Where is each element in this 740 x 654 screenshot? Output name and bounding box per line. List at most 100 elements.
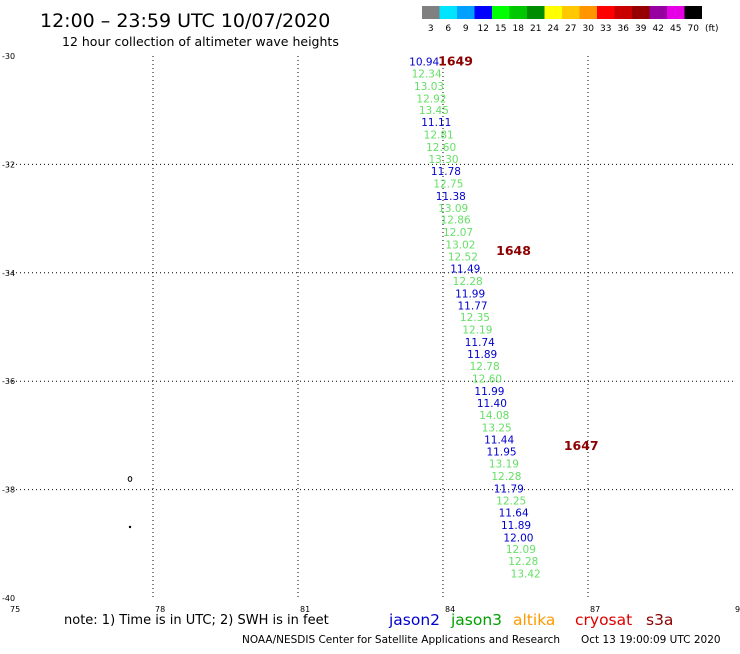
- swh-value: 13.45: [419, 105, 449, 117]
- swh-value: 12.00: [503, 532, 533, 544]
- swh-value: 11.40: [477, 398, 507, 410]
- swh-value: 12.60: [472, 373, 502, 385]
- x-tick-label: 90: [735, 605, 740, 614]
- scale-swatch: [439, 6, 457, 19]
- scale-swatch: [684, 6, 702, 19]
- scale-swatch: [614, 6, 632, 19]
- swh-value: 12.75: [433, 178, 463, 190]
- scale-swatch: [527, 6, 545, 19]
- swh-value: 13.30: [429, 154, 459, 166]
- swh-value: 13.42: [511, 569, 541, 581]
- chart-title: 12:00 – 23:59 UTC 10/07/2020: [40, 10, 330, 32]
- footer-credit: NOAA/NESDIS Center for Satellite Applica…: [242, 634, 560, 646]
- scale-label: 27: [565, 24, 576, 34]
- footer-note: note: 1) Time is in UTC; 2) SWH is in fe…: [64, 613, 329, 628]
- swh-value: 12.35: [460, 312, 490, 324]
- swh-value: 13.25: [482, 422, 512, 434]
- swh-value: 11.99: [455, 288, 485, 300]
- footer-timestamp: Oct 13 19:00:09 UTC 2020: [581, 634, 721, 646]
- scale-label: 6: [445, 24, 451, 34]
- scale-swatch: [632, 6, 650, 19]
- swh-value: 12.34: [412, 68, 442, 80]
- scale-label: 70: [688, 24, 700, 34]
- satellite-name: jason3: [450, 611, 502, 629]
- coastline-fragment: [128, 525, 132, 529]
- y-tick-label: -36: [2, 377, 15, 386]
- satellite-name: cryosat: [575, 611, 632, 629]
- scale-swatch: [597, 6, 615, 19]
- swh-value: 12.28: [508, 556, 538, 568]
- satellite-name: altika: [513, 611, 555, 629]
- swh-value: 12.19: [462, 325, 492, 337]
- scale-label: 3: [428, 24, 434, 34]
- swh-values: 10.9412.3413.0312.9213.4511.1112.8112.60…: [409, 56, 541, 580]
- swh-value: 11.38: [436, 191, 466, 203]
- swh-value: 13.09: [438, 203, 468, 215]
- scale-label: 9: [463, 24, 469, 34]
- swh-value: 14.08: [479, 410, 509, 422]
- y-tick-label: -40: [2, 594, 15, 603]
- coastline-fragments: [127, 476, 133, 529]
- y-tick-label: -32: [2, 160, 15, 169]
- coastline-fragment: [127, 476, 133, 482]
- scale-swatch: [509, 6, 527, 19]
- x-tick-label: 84: [445, 605, 455, 614]
- swh-value: 11.79: [494, 484, 524, 496]
- scale-label: 36: [618, 24, 630, 34]
- swh-value: 11.44: [484, 435, 514, 447]
- swh-value: 13.02: [445, 240, 475, 252]
- scale-label: 18: [513, 24, 525, 34]
- swh-value: 12.86: [441, 215, 471, 227]
- swh-value: 13.03: [414, 81, 444, 93]
- scale-swatch: [474, 6, 492, 19]
- swh-value: 11.11: [421, 117, 451, 129]
- swh-value: 10.94: [409, 56, 439, 68]
- swh-value: 11.49: [450, 263, 480, 275]
- swh-value: 12.81: [424, 130, 454, 142]
- swh-value: 12.09: [506, 544, 536, 556]
- satellite-name: jason2: [388, 611, 440, 629]
- scale-label: 24: [548, 24, 560, 34]
- scale-label: 30: [583, 24, 595, 34]
- x-tick-label: 87: [590, 605, 600, 614]
- time-label: 1649: [438, 53, 473, 68]
- scale-unit: (ft): [705, 24, 719, 34]
- swh-value: 12.25: [496, 495, 526, 507]
- y-tick-label: -30: [2, 52, 15, 61]
- map-grid: [8, 56, 733, 598]
- time-label: 1648: [496, 243, 531, 258]
- satellite-legend: jason2 jason3 altika cryosat s3a: [388, 611, 673, 629]
- swh-value: 11.64: [499, 507, 529, 519]
- scale-label: 15: [495, 24, 506, 34]
- scale-swatch: [457, 6, 475, 19]
- swh-value: 11.74: [465, 337, 495, 349]
- swh-value: 12.07: [443, 227, 473, 239]
- scale-label: 21: [530, 24, 541, 34]
- swh-value: 12.28: [453, 276, 483, 288]
- scale-label: 42: [653, 24, 664, 34]
- swh-value: 11.89: [501, 520, 531, 532]
- y-tick-label: -38: [2, 486, 15, 495]
- swh-value: 12.60: [426, 142, 456, 154]
- swh-value: 12.52: [448, 252, 478, 264]
- swh-value: 12.28: [491, 471, 521, 483]
- scale-swatch: [492, 6, 510, 19]
- chart-subtitle: 12 hour collection of altimeter wave hei…: [62, 34, 339, 49]
- color-scale-legend: 3 6 9 12 15 18 21 24 27 30 33 36 39 42 45 70 (ft): [422, 6, 719, 34]
- scale-label: 45: [670, 24, 681, 34]
- scale-label: 12: [478, 24, 489, 34]
- swh-value: 12.92: [416, 93, 446, 105]
- time-label: 1647: [564, 438, 599, 453]
- scale-swatch: [422, 6, 440, 19]
- swh-value: 11.99: [474, 386, 504, 398]
- swh-value: 11.77: [458, 300, 488, 312]
- scale-label: 39: [635, 24, 647, 34]
- satellite-name: s3a: [646, 611, 673, 629]
- swh-value: 11.78: [431, 166, 461, 178]
- x-tick-label: 81: [300, 605, 310, 614]
- y-tick-label: -34: [2, 269, 15, 278]
- x-tick-label: 78: [155, 605, 165, 614]
- swh-value: 13.19: [489, 459, 519, 471]
